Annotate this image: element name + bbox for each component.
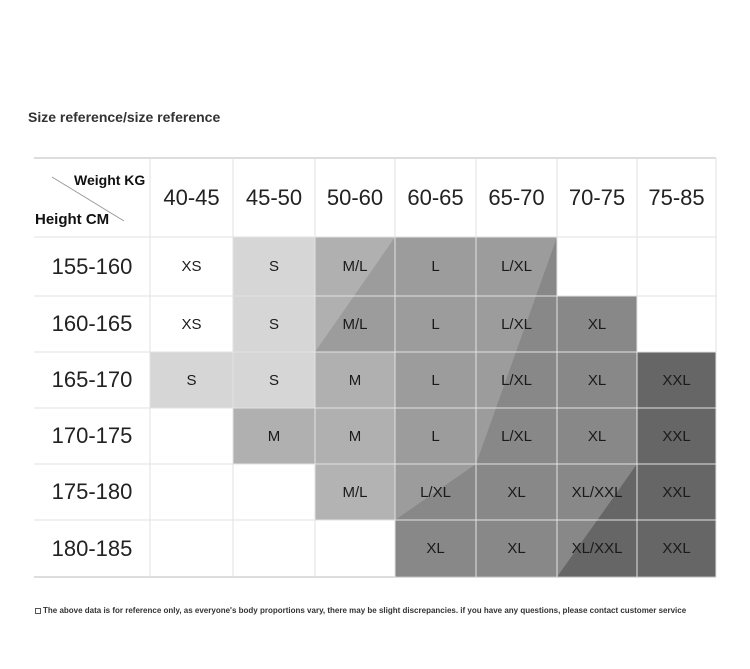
size-cell: S bbox=[186, 371, 197, 389]
corner-weight: Weight KG bbox=[74, 172, 146, 188]
weight-header: 45-50 bbox=[245, 184, 303, 210]
size-cell: L bbox=[431, 315, 440, 333]
height-label: 165-170 bbox=[51, 367, 133, 392]
height-label: 175-180 bbox=[51, 479, 133, 504]
height-label: 155-160 bbox=[51, 253, 133, 279]
size-cell: XXL bbox=[662, 540, 691, 557]
note-icon bbox=[35, 608, 41, 614]
size-cell: L bbox=[431, 371, 440, 389]
size-cell: XL bbox=[587, 427, 607, 445]
weight-header: 40-45 bbox=[163, 184, 220, 210]
size-cell: XL bbox=[587, 371, 607, 389]
size-cell: XS bbox=[181, 315, 202, 333]
size-cell: XXL bbox=[662, 371, 691, 389]
title: Size reference/size reference bbox=[28, 109, 221, 125]
size-cell: XL bbox=[507, 540, 526, 557]
corner-height: Height CM bbox=[35, 211, 110, 228]
weight-header: 65-70 bbox=[488, 184, 545, 210]
size-cell: L/XL bbox=[420, 483, 451, 501]
weight-header: 75-85 bbox=[648, 184, 705, 210]
size-cell: XXL bbox=[662, 483, 691, 501]
size-cell: L/XL bbox=[501, 315, 532, 333]
size-cell: XL/XXL bbox=[571, 540, 623, 557]
size-cell: S bbox=[268, 258, 279, 275]
size-cell: L/XL bbox=[501, 427, 532, 445]
height-label: 170-175 bbox=[51, 423, 133, 448]
size-cell: S bbox=[268, 371, 279, 389]
size-cell: XS bbox=[181, 258, 202, 275]
size-cell: L/XL bbox=[501, 371, 532, 389]
size-cell: M bbox=[348, 371, 362, 389]
size-cell: XL bbox=[587, 315, 607, 333]
size-cell: M bbox=[348, 427, 362, 445]
size-cell: L bbox=[431, 427, 440, 445]
size-cell: XL/XXL bbox=[571, 483, 623, 501]
height-label: 180-185 bbox=[51, 535, 133, 561]
weight-header: 60-65 bbox=[407, 184, 464, 210]
size-cell: XL bbox=[507, 483, 526, 501]
size-cell: M bbox=[267, 427, 281, 445]
size-cell: M/L bbox=[342, 483, 368, 501]
size-cell: L bbox=[431, 258, 440, 275]
size-cell: M/L bbox=[342, 258, 368, 275]
size-cell: XL bbox=[426, 540, 445, 557]
weight-header: 50-60 bbox=[326, 184, 384, 210]
size-cell: XXL bbox=[662, 427, 691, 445]
footnote: The above data is for reference only, as… bbox=[43, 606, 687, 615]
weight-header: 70-75 bbox=[568, 184, 626, 210]
height-label: 160-165 bbox=[51, 311, 133, 336]
size-cell: S bbox=[268, 315, 279, 333]
size-cell: L/XL bbox=[501, 258, 532, 275]
size-cell: M/L bbox=[342, 315, 368, 333]
